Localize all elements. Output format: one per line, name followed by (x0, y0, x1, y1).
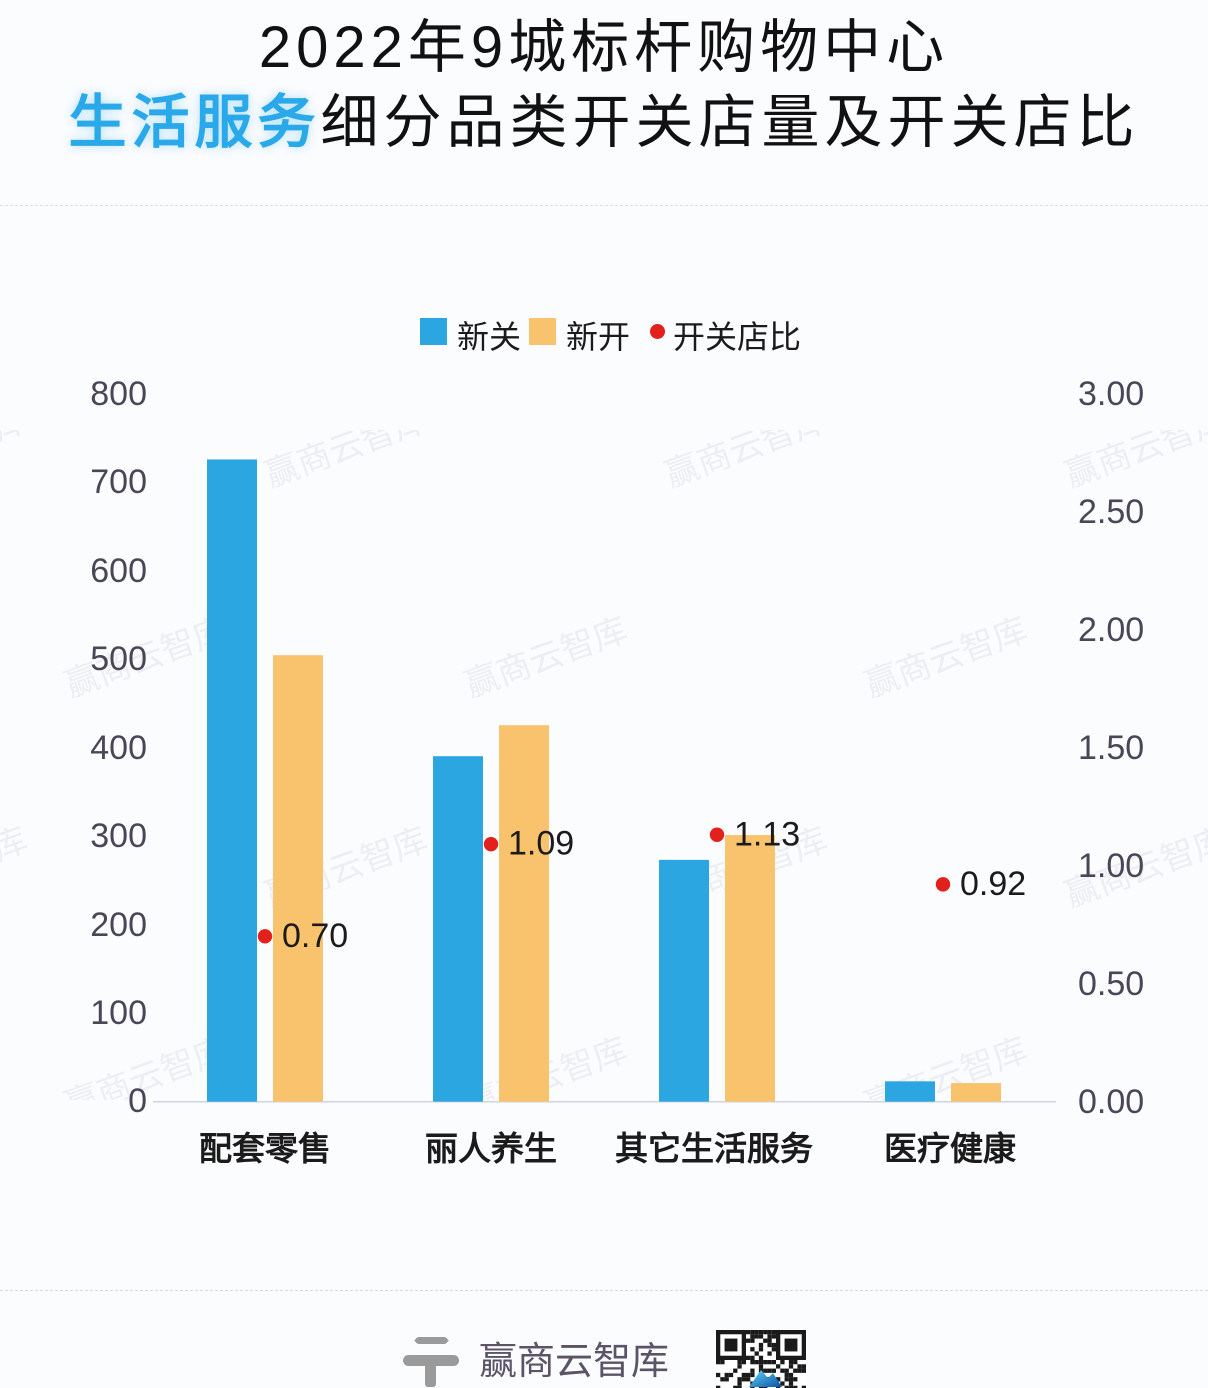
svg-text:0: 0 (128, 1082, 147, 1120)
svg-text:400: 400 (90, 729, 147, 767)
svg-text:0.70: 0.70 (282, 917, 348, 955)
svg-text:1.13: 1.13 (734, 815, 800, 853)
svg-text:1.09: 1.09 (508, 825, 574, 863)
svg-text:100: 100 (90, 994, 147, 1032)
svg-text:500: 500 (90, 640, 147, 678)
svg-text:2.00: 2.00 (1078, 611, 1144, 649)
svg-text:2.50: 2.50 (1078, 493, 1144, 531)
svg-text:0.00: 0.00 (1078, 1083, 1144, 1121)
svg-text:配套零售: 配套零售 (199, 1130, 331, 1167)
svg-text:1.00: 1.00 (1078, 847, 1144, 885)
svg-text:医疗健康: 医疗健康 (884, 1130, 1017, 1167)
svg-text:其它生活服务: 其它生活服务 (615, 1130, 813, 1167)
svg-text:0.50: 0.50 (1078, 965, 1144, 1003)
svg-text:0.92: 0.92 (960, 865, 1026, 903)
svg-text:800: 800 (90, 375, 147, 413)
svg-text:丽人养生: 丽人养生 (425, 1130, 557, 1167)
svg-text:600: 600 (90, 552, 147, 590)
svg-text:1.50: 1.50 (1078, 729, 1144, 767)
svg-text:3.00: 3.00 (1078, 375, 1144, 413)
svg-text:700: 700 (90, 463, 147, 501)
svg-text:200: 200 (90, 906, 147, 944)
svg-text:300: 300 (90, 817, 147, 855)
